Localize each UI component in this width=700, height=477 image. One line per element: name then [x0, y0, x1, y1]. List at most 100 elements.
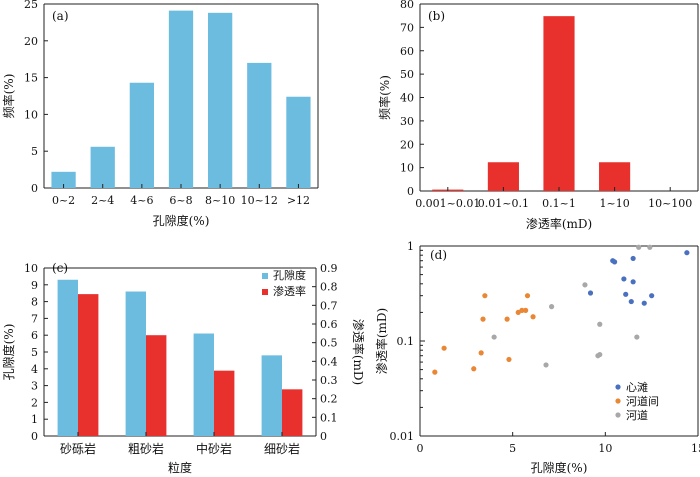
panel-c-panel-label: (c) — [52, 261, 68, 275]
panel-d-point-3-3 — [582, 282, 588, 288]
panel-a-ytick-label: 20 — [24, 35, 38, 48]
panel-c-xtick-label: 细砂岩 — [264, 441, 300, 456]
panel-d-y-axis-title: 渗透率(mD) — [374, 308, 389, 374]
panel-c-bar-permeability-1 — [78, 294, 99, 436]
panel-d-point-1-4 — [612, 259, 618, 265]
panel-a-ytick-label: 0 — [31, 182, 38, 195]
panel-d-point-1-10 — [628, 298, 634, 305]
panel-a-xtick-label: 10~12 — [241, 194, 278, 207]
panel-c-ytick-label: 2 — [31, 396, 38, 409]
panel-b-xtick-label: 0.01~0.1 — [478, 197, 529, 210]
panel-a-xtick-label: 2~4 — [91, 194, 114, 207]
panel-a-xtick-label: >12 — [287, 194, 310, 207]
panel-c-ytick-label: 7 — [31, 312, 38, 325]
panel-c-grain-size-bars: 0 1 2 3 4 5 6 7 8 9 10 0 0.1 0.2 0.3 0.4 0.5 0.6 0.7 0.8 0.9… — [1, 261, 366, 475]
panel-c-legend-label-1: 孔隙度 — [273, 268, 306, 282]
panel-c-ytick-label: 3 — [31, 380, 38, 393]
panel-c-y2tick-label: 0.2 — [320, 393, 338, 406]
panel-c-y2tick-label: 0.6 — [320, 318, 338, 331]
panel-d-ytick-label: 1 — [407, 240, 414, 253]
panel-a-bar-7 — [286, 96, 311, 188]
panel-d-point-1-8 — [623, 291, 629, 297]
panel-c-ytick-label: 10 — [24, 262, 38, 275]
panel-b-ytick-label: 20 — [400, 138, 414, 151]
panel-c-ytick-label: 4 — [31, 363, 38, 376]
panel-d-point-1-7 — [587, 290, 594, 296]
panel-a-xtick-label: 8~10 — [205, 194, 235, 207]
panel-d-legend-label-3: 河道 — [626, 408, 648, 422]
panel-d-point-2-12 — [471, 366, 477, 372]
panel-b-bar-4 — [599, 162, 631, 191]
panel-b-bar-3 — [543, 16, 575, 192]
panel-d-ytick-label: 0.01 — [390, 430, 415, 443]
panel-b-ytick-label: 40 — [400, 92, 414, 105]
panel-c-bar-porosity-2 — [125, 291, 146, 436]
panel-d-point-3-9 — [595, 353, 601, 359]
panel-d-point-2-2 — [524, 293, 531, 299]
panel-a-bar-2 — [90, 146, 115, 188]
panel-d-point-3-10 — [543, 362, 549, 368]
panel-b-ytick-label: 30 — [400, 115, 414, 128]
panel-d-panel-label: (d) — [430, 248, 447, 262]
panel-a-porosity-histogram: 0 5 10 15 20 25 0~2 2~4 4~6 6~8 8~10 10~12 >12 (a) 孔隙度… — [1, 0, 319, 228]
panel-d-point-2-1 — [482, 293, 488, 299]
panel-a-bar-4 — [168, 10, 194, 189]
panel-a-xtick-label: 6~8 — [169, 194, 192, 207]
panel-d-point-2-8 — [480, 316, 486, 322]
panel-c-y2tick-label: 0.4 — [320, 355, 338, 368]
panel-d-point-1-11 — [641, 300, 647, 306]
panel-d-xtick-label: 0 — [417, 442, 424, 455]
panel-c-bar-porosity-1 — [57, 279, 78, 436]
panel-d-point-3-5 — [597, 321, 603, 327]
panel-c-xtick-label: 中砂岩 — [196, 441, 232, 456]
panel-c-ytick-label: 6 — [31, 329, 38, 342]
panel-a-bar-6 — [247, 62, 272, 188]
panel-c-ytick-label: 1 — [31, 413, 38, 426]
panel-a-ytick-label: 15 — [24, 72, 38, 85]
panel-b-xtick-label: 0.001~0.01 — [415, 197, 480, 210]
panel-c-ytick-label: 0 — [31, 430, 38, 443]
panel-b-xtick-label: 10~100 — [648, 197, 692, 210]
panel-b-permeability-histogram: 0 10 20 30 40 50 60 70 80 0.001~0.010.01~0.1 0.1~1… — [377, 0, 699, 231]
panel-c-y2tick-label: 0.1 — [320, 411, 338, 424]
panel-d-legend-marker-2 — [615, 398, 621, 404]
panel-c-ytick-label: 5 — [31, 346, 38, 359]
panel-a-ytick-label: 25 — [24, 0, 38, 11]
panel-b-panel-label: (b) — [428, 9, 445, 23]
panel-d-point-1-9 — [649, 293, 655, 299]
panel-c-bar-porosity-4 — [261, 355, 282, 436]
panel-a-x-axis-title: 孔隙度(%) — [153, 213, 210, 228]
panel-a-ytick-label: 10 — [24, 108, 38, 121]
panel-b-y-axis-title: 频率(%) — [377, 75, 392, 120]
panel-c-bar-permeability-2 — [146, 335, 167, 436]
panel-d-point-3-6 — [491, 334, 497, 340]
panel-d-x-axis-title: 孔隙度(%) — [531, 460, 588, 475]
panel-b-ytick-label: 0 — [407, 185, 414, 198]
panel-c-ytick-label: 8 — [31, 296, 38, 309]
panel-a-xtick-label: 4~6 — [130, 194, 153, 207]
panel-c-y2tick-label: 0.9 — [320, 262, 338, 275]
panel-c-x-axis-title: 粒度 — [168, 460, 192, 475]
panel-a-panel-label: (a) — [52, 9, 69, 23]
panel-c-legend-swatch-2 — [262, 289, 268, 295]
panel-d-xtick-label: 10 — [598, 442, 612, 455]
panel-b-xtick-label: 1~10 — [599, 197, 629, 210]
panel-a-bar-3 — [129, 82, 154, 188]
panel-a-xtick-label: 0~2 — [52, 194, 75, 207]
panel-c-y2-axis-title: 渗透率(mD) — [351, 319, 366, 385]
panel-d-legend-marker-1 — [615, 384, 621, 390]
panel-d-legend-label-1: 心滩 — [626, 380, 648, 394]
panel-b-bar-2 — [487, 162, 519, 191]
panel-c-legend-swatch-1 — [262, 273, 268, 279]
panel-c-legend-label-2: 渗透率 — [273, 284, 306, 298]
panel-d-xtick-label: 5 — [509, 442, 516, 455]
panel-c-xtick-label: 砂砾岩 — [60, 441, 96, 456]
panel-d-point-1-5 — [621, 276, 627, 282]
panel-b-ytick-label: 10 — [400, 162, 414, 175]
panel-d-legend-label-2: 河道间 — [626, 394, 659, 408]
panel-d-legend-marker-3 — [615, 412, 621, 418]
panel-b-ytick-label: 60 — [400, 45, 414, 58]
panel-b-ytick-label: 50 — [400, 68, 414, 81]
